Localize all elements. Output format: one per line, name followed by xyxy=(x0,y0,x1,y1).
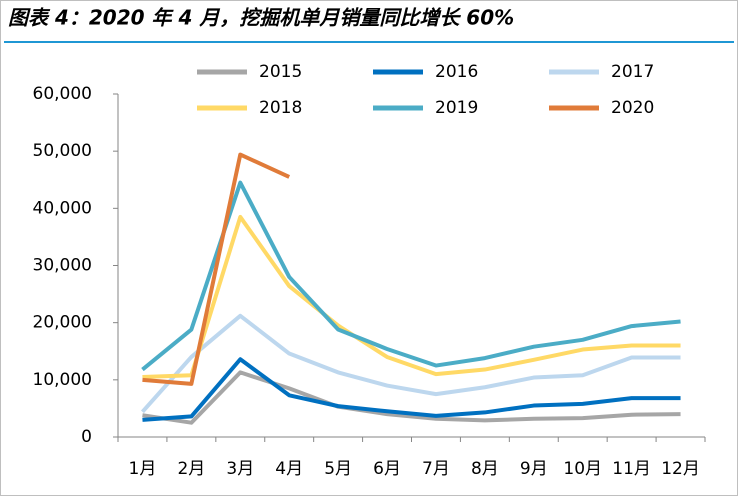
series-line xyxy=(142,152,291,386)
y-tick-label: 60,000 xyxy=(33,84,92,104)
series-line xyxy=(142,214,681,379)
x-tick-label: 3月 xyxy=(226,459,254,479)
series-line xyxy=(142,357,681,422)
legend-label: 2015 xyxy=(259,62,302,82)
y-tick-label: 20,000 xyxy=(33,313,92,333)
legend-label: 2016 xyxy=(435,62,478,82)
x-tick-label: 6月 xyxy=(373,459,401,479)
x-tick-label: 2月 xyxy=(177,459,205,479)
y-tick-label: 30,000 xyxy=(33,256,92,276)
x-tick-label: 9月 xyxy=(520,459,548,479)
x-tick-label: 12月 xyxy=(661,459,700,479)
x-tick-label: 4月 xyxy=(275,459,303,479)
x-tick-label: 10月 xyxy=(563,459,602,479)
series-line xyxy=(142,370,681,425)
y-tick-label: 50,000 xyxy=(33,141,92,161)
y-tick-label: 40,000 xyxy=(33,198,92,218)
legend-label: 2017 xyxy=(611,62,654,82)
y-tick-label: 0 xyxy=(81,427,92,447)
x-tick-label: 11月 xyxy=(612,459,651,479)
legend-label: 2020 xyxy=(611,98,654,118)
legend-label: 2019 xyxy=(435,98,478,118)
x-tick-label: 8月 xyxy=(471,459,499,479)
x-tick-label: 5月 xyxy=(324,459,352,479)
y-tick-label: 10,000 xyxy=(33,370,92,390)
series-line xyxy=(141,180,681,372)
x-tick-label: 7月 xyxy=(422,459,450,479)
series-line xyxy=(140,313,681,414)
x-tick-label: 1月 xyxy=(129,459,157,479)
legend-label: 2018 xyxy=(259,98,302,118)
chart-title: 图表 4：2020 年 4 月，挖掘机单月销量同比增长 60% xyxy=(8,6,514,30)
